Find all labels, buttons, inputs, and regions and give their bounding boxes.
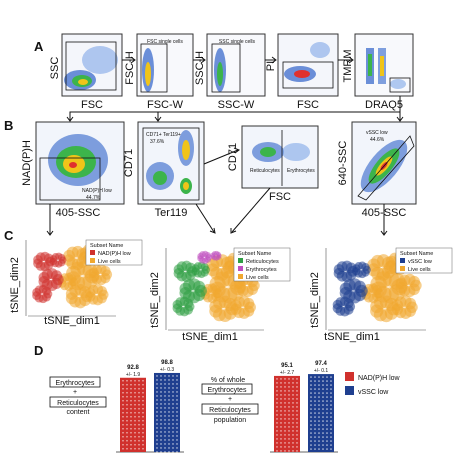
row-a-plot-3-gate: SSC single cells [219,39,256,45]
row-b-plot-3-gate2: Erythrocytes [287,168,315,174]
row-d-right-line-3: + [228,396,232,403]
row-d-left-label: Erythrocytes + Reticulocytes content [49,376,107,416]
row-a-plot-2-ylabel: FSC-H [124,51,136,85]
panel-label-b: B [4,118,13,133]
tsne-legend-label: Live cells [246,275,269,281]
tsne-legend-label: NAD(P)H low [98,251,131,257]
row-d-right-bar-chart: 95.1+/- 2.7 97.4+/- 0.1 [270,361,338,453]
row-d-right-line-2: Erythrocytes [208,387,247,394]
tsne-legend-title: Subset Name [238,251,271,257]
row-a-plot-2: FSC single cells FSC-W FSC-H [124,33,194,111]
tsne-3-ylabel: tSNE_dim2 [309,272,321,328]
row-a-plot-2-gate: FSC single cells [147,39,183,45]
tsne-legend-label: vSSC low [408,259,432,265]
bar [308,374,334,452]
bar [274,375,300,452]
row-b-plot-3: Reticulocytes Erythrocytes FSC CD71 [227,125,319,203]
legend-swatch [345,386,354,395]
row-d-left-line-2: + [73,389,77,396]
bar-sd-label: +/- 0.3 [160,367,175,373]
row-b-plot-3-ylabel: CD71 [227,143,239,171]
bar-sd-label: +/- 2.7 [280,370,295,376]
tsne-legend-label: Erythrocytes [246,267,277,273]
row-b-arrows [46,147,388,236]
legend-swatch [238,274,243,279]
row-a-plot-4: FSC PI [265,33,339,111]
row-b-plot-2-xlabel: Ter119 [155,207,188,219]
row-a-plot-2-xlabel: FSC-W [147,99,184,111]
row-a-plot-3: SSC single cells SSC-W SSC-H [194,33,266,111]
bar-value-label: 98.8 [161,360,173,366]
panel-label-c: C [4,228,14,243]
row-d-legend-label: NAD(P)H low [358,375,401,382]
row-d-left-line-4: content [67,409,90,416]
legend-swatch [238,266,243,271]
row-b-plot-2: CD71+ Ter119+ 37.6% Ter119 CD71 [123,121,205,219]
bar [120,377,146,452]
bar [154,372,180,452]
legend-swatch [90,250,95,255]
row-a-plot-4-xlabel: FSC [297,99,319,111]
row-a-plot-3-xlabel: SSC-W [218,99,255,111]
row-d-left-bar-chart: 92.8+/- 1.9 98.8+/- 0.3 [116,360,184,453]
tsne-legend-label: Reticulocytes [246,259,279,265]
row-a-plot-4-ylabel: PI [265,61,277,71]
row-d-right-line-1: % of whole [211,377,245,384]
row-a-plot-5-ylabel: TMRM [342,50,354,83]
row-d-right-label: % of whole Erythrocytes + Reticulocytes … [201,377,259,424]
row-b-plot-1: NAD(P)H low 44.7% 405-SSC NAD(P)H [21,121,125,219]
bar-sd-label: +/- 0.1 [314,368,329,374]
row-b-plot-1-ylabel: NAD(P)H [21,140,33,186]
row-a-plot-3-ylabel: SSC-H [194,51,206,85]
bar-value-label: 95.1 [281,363,293,369]
row-b-plot-4-gate: vSSC low [366,130,388,136]
row-d-left-line-3: Reticulocytes [57,400,99,407]
bar-value-label: 92.8 [127,365,139,371]
row-a-arrows [66,56,404,122]
row-a-plot-5: DRAQ5 TMRM [342,33,414,111]
row-a-plot-1-ylabel: SSC [49,57,61,80]
row-d-legend-label: vSSC low [358,389,389,396]
row-b-plot-4: vSSC low 44.6% 405-SSC 640-SSC [337,121,417,219]
legend-swatch [345,372,354,381]
legend-swatch [90,258,95,263]
tsne-legend-title: Subset Name [400,251,433,257]
row-a-plot-1-xlabel: FSC [81,99,103,111]
legend-swatch [400,266,405,271]
row-d-left-line-1: Erythrocytes [56,380,95,387]
row-b-plot-4-pct: 44.6% [370,137,385,143]
tsne-2-xlabel: tSNE_dim1 [182,331,238,343]
row-d-legend: NAD(P)H low vSSC low [345,372,401,396]
row-b-plot-2-pct: 37.6% [150,139,165,145]
row-a-plot-5-xlabel: DRAQ5 [365,99,403,111]
panel-label-a: A [34,39,44,54]
row-b-plot-3-gate1: Reticulocytes [250,168,280,174]
row-b-plot-2-gate: CD71+ Ter119+ [146,132,181,138]
bar-value-label: 97.4 [315,361,327,367]
bar-sd-label: +/- 1.9 [126,372,141,378]
tsne-2-ylabel: tSNE_dim2 [149,272,161,328]
row-b-plot-1-xlabel: 405-SSC [56,207,101,219]
row-b-plot-3-xlabel: FSC [269,191,291,203]
row-b-plot-4-ylabel: 640-SSC [337,141,349,186]
tsne-legend-label: Live cells [408,267,431,273]
tsne-1-xlabel: tSNE_dim1 [44,315,100,327]
tsne-legend-title: Subset Name [90,243,123,249]
tsne-1-ylabel: tSNE_dim2 [9,257,21,313]
row-c-axis-labels: tSNE_dim1 tSNE_dim2 tSNE_dim1 tSNE_dim2 … [9,257,380,343]
tsne-legend-label: Live cells [98,259,121,265]
tsne-3-xlabel: tSNE_dim1 [324,331,380,343]
panel-label-d: D [34,343,43,358]
row-a-plot-1: FSC SSC [49,33,123,111]
legend-swatch [400,258,405,263]
row-b-plot-1-pct: 44.7% [86,195,101,201]
row-d-right-line-4: Reticulocytes [209,407,251,414]
row-b-plot-2-ylabel: CD71 [123,149,135,177]
row-b-plot-1-gate: NAD(P)H low [82,188,112,194]
row-d-right-line-5: population [214,417,246,424]
legend-swatch [238,258,243,263]
row-c-legends: Subset Name NAD(P)H low Live cells Subset N… [85,239,453,282]
